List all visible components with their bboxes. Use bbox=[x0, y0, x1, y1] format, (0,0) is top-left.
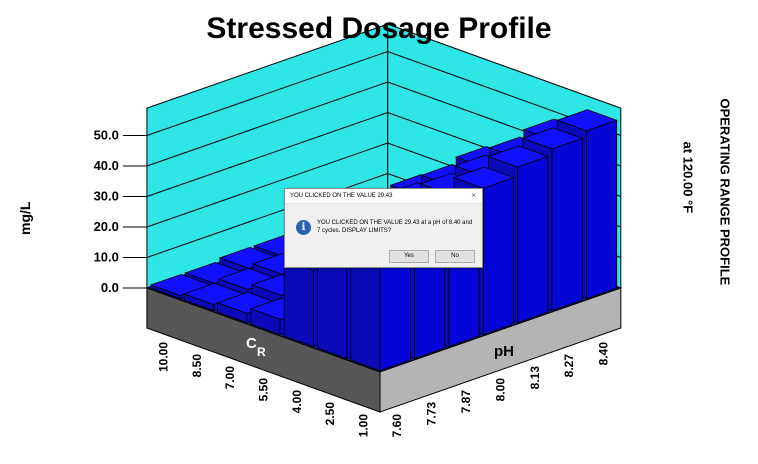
cr-tick-label: 1.00 bbox=[356, 414, 370, 438]
dialog-message: YOU CLICKED ON THE VALUE 29.43 at a pH o… bbox=[317, 220, 473, 234]
z-tick-label: 0.0 bbox=[101, 280, 119, 295]
bar-face-top bbox=[521, 127, 584, 150]
cr-axis-label-subscript: R bbox=[257, 345, 266, 359]
z-tick-label: 10.0 bbox=[94, 250, 119, 265]
cr-tick-label: 8.50 bbox=[190, 354, 204, 378]
bar-face-right bbox=[482, 177, 514, 336]
bar-face-right bbox=[551, 137, 583, 312]
no-button[interactable]: No bbox=[435, 250, 475, 263]
ph-tick-label: 7.87 bbox=[459, 390, 473, 414]
info-icon: i bbox=[296, 220, 311, 235]
bar-face-right bbox=[517, 155, 549, 324]
ph-axis-label: pH bbox=[494, 343, 514, 360]
cr-tick-label: 7.00 bbox=[223, 366, 237, 390]
bar-face-left bbox=[283, 259, 314, 348]
z-tick-label: 50.0 bbox=[94, 128, 119, 143]
z-axis-label: mg/L bbox=[17, 201, 33, 235]
ph-tick-label: 8.27 bbox=[562, 354, 576, 378]
cr-tick-label: 5.50 bbox=[256, 378, 270, 402]
ph-tick-label: 7.73 bbox=[425, 402, 439, 426]
right-label-temperature: at 120.00 °F bbox=[680, 141, 696, 214]
ph-tick-label: 8.00 bbox=[493, 378, 507, 402]
z-tick-label: 30.0 bbox=[94, 189, 119, 204]
dialog-title: YOU CLICKED ON THE VALUE 29.43 bbox=[285, 189, 482, 204]
bar-face-top bbox=[556, 109, 618, 132]
ph-tick-label: 8.13 bbox=[528, 366, 542, 390]
grid-line bbox=[146, 50, 621, 136]
dialog-close-icon[interactable]: × bbox=[471, 191, 476, 200]
bar-face-right bbox=[586, 119, 618, 300]
right-label-operating-range: OPERATING RANGE PROFILE bbox=[717, 98, 733, 286]
bar-face-top bbox=[487, 145, 550, 168]
cr-axis-label: C bbox=[246, 335, 257, 352]
confirm-dialog: YOU CLICKED ON THE VALUE 29.43 × i YOU C… bbox=[284, 188, 483, 268]
ph-tick-label: 7.60 bbox=[390, 414, 404, 438]
bar-face-top bbox=[452, 166, 515, 189]
cr-tick-label: 2.50 bbox=[323, 402, 337, 426]
cr-tick-label: 10.00 bbox=[157, 342, 171, 372]
ph-tick-label: 8.40 bbox=[597, 342, 611, 366]
chart-title: Stressed Dosage Profile bbox=[206, 12, 552, 45]
z-tick-label: 40.0 bbox=[94, 158, 119, 173]
z-tick-label: 20.0 bbox=[94, 219, 119, 234]
yes-button[interactable]: Yes bbox=[389, 250, 429, 263]
cr-tick-label: 4.00 bbox=[290, 390, 304, 414]
floor-face-right bbox=[379, 287, 622, 413]
